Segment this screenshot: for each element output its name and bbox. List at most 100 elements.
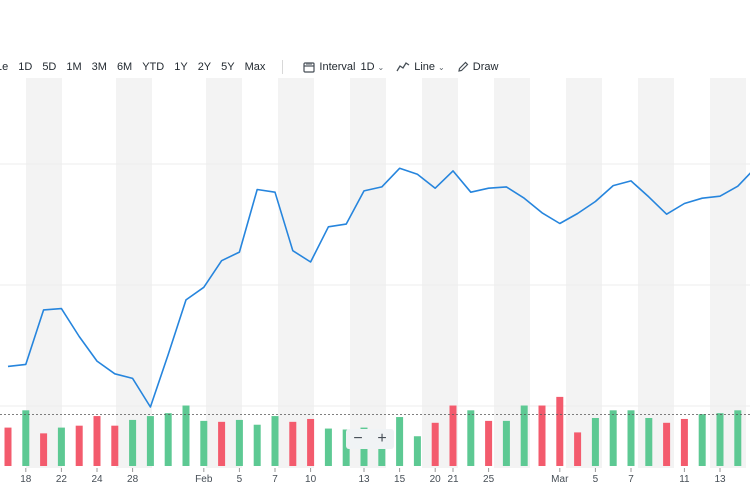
volume-bar bbox=[485, 420, 493, 466]
weekend-band bbox=[278, 78, 314, 468]
weekend-band bbox=[350, 78, 386, 468]
volume-bar bbox=[680, 418, 688, 466]
zoom-controls: − + bbox=[346, 429, 394, 449]
x-tick-label: 11 bbox=[679, 474, 690, 485]
x-tick-label: 18 bbox=[20, 474, 32, 485]
interval-value: 1D bbox=[360, 61, 375, 73]
interval-button[interactable]: Interval 1D ⌄ bbox=[303, 61, 384, 73]
draw-label: Draw bbox=[472, 61, 499, 73]
weekend-band bbox=[422, 78, 458, 468]
volume-bar bbox=[324, 428, 332, 466]
weekend-bands bbox=[26, 78, 746, 468]
volume-bar bbox=[396, 417, 404, 466]
range-button-max[interactable]: Max bbox=[244, 61, 266, 73]
volume-bar bbox=[164, 413, 172, 466]
volume-bar bbox=[734, 410, 742, 466]
zoom-in-button[interactable]: + bbox=[377, 430, 387, 447]
chart-type-button[interactable]: Line ⌄ bbox=[396, 61, 445, 73]
x-tick-label: 20 bbox=[430, 474, 442, 485]
weekend-band bbox=[26, 78, 62, 468]
zoom-out-button[interactable]: − bbox=[353, 430, 363, 447]
volume-bar bbox=[289, 421, 297, 466]
range-button-1e[interactable]: 1e bbox=[0, 61, 9, 73]
weekend-band bbox=[710, 78, 746, 468]
x-tick-label: 24 bbox=[91, 474, 103, 485]
volume-bar bbox=[93, 416, 101, 466]
volume-bar bbox=[520, 405, 528, 466]
volume-bar bbox=[253, 424, 261, 466]
volume-bar bbox=[663, 422, 671, 466]
calendar-icon bbox=[303, 62, 316, 73]
volume-bar bbox=[22, 410, 30, 466]
volume-bar bbox=[556, 396, 564, 466]
chart-toolbar: 1e 1D 5D 1M 3M 6M YTD 1Y 2Y 5Y Max Interval 1D ⌄ L… bbox=[0, 56, 750, 78]
range-button-2y[interactable]: 2Y bbox=[197, 61, 212, 73]
x-tick-label: 5 bbox=[593, 474, 599, 485]
volume-bar bbox=[146, 416, 154, 466]
volume-bar bbox=[218, 421, 226, 466]
weekend-band bbox=[638, 78, 674, 468]
draw-button[interactable]: Draw bbox=[457, 61, 499, 73]
volume-bar bbox=[645, 418, 653, 466]
weekend-band bbox=[566, 78, 602, 468]
weekend-band bbox=[494, 78, 530, 468]
x-tick-label: 15 bbox=[394, 474, 406, 485]
volume-bar bbox=[467, 410, 475, 466]
volume-bar bbox=[307, 418, 315, 466]
range-button-3m[interactable]: 3M bbox=[91, 61, 107, 73]
x-tick-label: 7 bbox=[272, 474, 278, 485]
volume-bar bbox=[235, 419, 243, 466]
volume-bar bbox=[627, 410, 635, 466]
volume-bar bbox=[574, 432, 582, 466]
volume-bar bbox=[591, 418, 599, 466]
volume-bar bbox=[271, 416, 279, 466]
volume-bar bbox=[698, 414, 706, 466]
range-button-1m[interactable]: 1M bbox=[66, 61, 82, 73]
chevron-down-icon: ⌄ bbox=[377, 62, 385, 72]
weekend-band bbox=[206, 78, 242, 468]
range-button-5d[interactable]: 5D bbox=[42, 61, 57, 73]
range-button-ytd[interactable]: YTD bbox=[142, 61, 165, 73]
x-tick-label: 5 bbox=[237, 474, 243, 485]
volume-bar bbox=[449, 405, 457, 466]
chart-type-label: Line bbox=[414, 61, 436, 73]
volume-bar bbox=[431, 422, 439, 466]
volume-bar bbox=[75, 425, 83, 466]
weekend-band bbox=[116, 78, 152, 468]
range-button-5y[interactable]: 5Y bbox=[221, 61, 235, 73]
toolbar-divider bbox=[282, 60, 284, 74]
x-tick-label: 13 bbox=[714, 474, 726, 485]
x-tick-label: 28 bbox=[127, 474, 139, 485]
x-tick-label: 10 bbox=[305, 474, 317, 485]
range-selector: 1e 1D 5D 1M 3M 6M YTD 1Y 2Y 5Y Max bbox=[0, 61, 270, 73]
pencil-icon bbox=[457, 61, 469, 72]
x-tick-label: 13 bbox=[358, 474, 370, 485]
volume-bar bbox=[502, 420, 510, 466]
volume-bar bbox=[57, 427, 65, 466]
x-tick-label: 7 bbox=[628, 474, 634, 485]
volume-bar bbox=[413, 436, 421, 466]
x-tick-label: Mar bbox=[551, 474, 569, 485]
range-button-6m[interactable]: 6M bbox=[116, 61, 133, 73]
x-tick-label: 25 bbox=[483, 474, 495, 485]
line-chart-icon bbox=[396, 62, 410, 72]
x-axis: 18222428Feb57101315202125Mar57111315 bbox=[20, 468, 726, 485]
x-tick-label: 22 bbox=[56, 474, 68, 485]
volume-bar bbox=[4, 427, 12, 466]
volume-bar bbox=[378, 432, 386, 466]
volume-bar bbox=[182, 405, 190, 466]
interval-label: Interval bbox=[319, 61, 356, 73]
grid-lines bbox=[0, 163, 750, 407]
volume-bar bbox=[538, 405, 546, 466]
x-tick-label: Feb bbox=[195, 474, 213, 485]
volume-bar bbox=[40, 433, 48, 466]
range-button-1d[interactable]: 1D bbox=[18, 61, 33, 73]
volume-bar bbox=[200, 420, 208, 466]
x-tick-label: 21 bbox=[447, 474, 459, 485]
volume-bar bbox=[716, 413, 724, 466]
range-button-1y[interactable]: 1Y bbox=[174, 61, 188, 73]
price-line bbox=[7, 167, 750, 408]
volume-bar bbox=[129, 419, 137, 466]
chevron-down-icon: ⌄ bbox=[438, 62, 445, 72]
